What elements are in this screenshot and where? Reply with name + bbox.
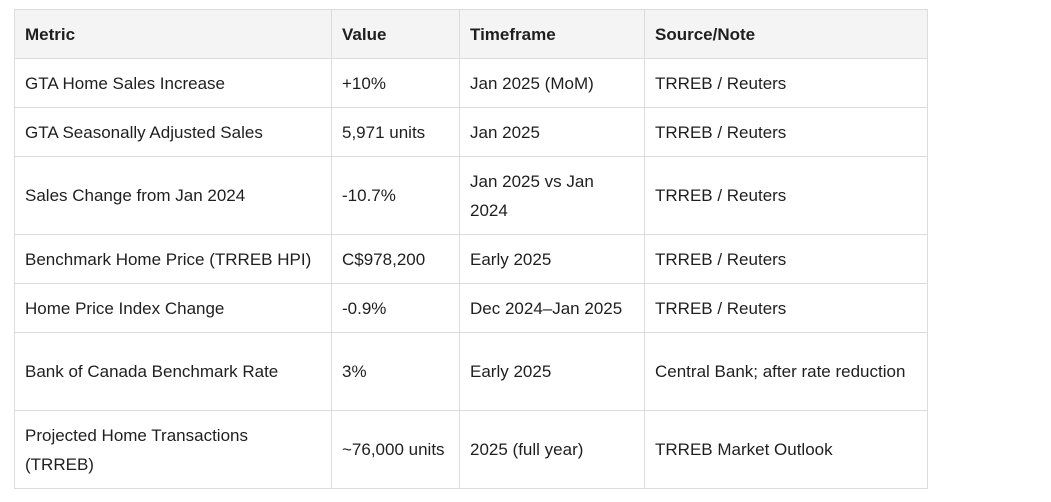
- cell-value: -10.7%: [331, 156, 460, 235]
- table-row: Benchmark Home Price (TRREB HPI) C$978,2…: [14, 234, 928, 284]
- table-row: Projected Home Transactions (TRREB) ~76,…: [14, 410, 928, 489]
- header-value: Value: [331, 9, 460, 59]
- cell-metric: Bank of Canada Benchmark Rate: [14, 332, 332, 411]
- cell-source: TRREB Market Outlook: [644, 410, 928, 489]
- cell-metric: GTA Seasonally Adjusted Sales: [14, 107, 332, 157]
- cell-value: C$978,200: [331, 234, 460, 284]
- cell-timeframe: Dec 2024–Jan 2025: [459, 283, 645, 333]
- table-row: Sales Change from Jan 2024 -10.7% Jan 20…: [14, 156, 928, 235]
- cell-source: Central Bank; after rate reduction: [644, 332, 928, 411]
- cell-metric: Benchmark Home Price (TRREB HPI): [14, 234, 332, 284]
- cell-timeframe: 2025 (full year): [459, 410, 645, 489]
- cell-value: +10%: [331, 58, 460, 108]
- cell-timeframe: Early 2025: [459, 332, 645, 411]
- cell-metric: Home Price Index Change: [14, 283, 332, 333]
- table-header-row: Metric Value Timeframe Source/Note: [14, 9, 928, 59]
- header-timeframe: Timeframe: [459, 9, 645, 59]
- cell-source: TRREB / Reuters: [644, 107, 928, 157]
- cell-metric: GTA Home Sales Increase: [14, 58, 332, 108]
- table-row: Bank of Canada Benchmark Rate 3% Early 2…: [14, 332, 928, 411]
- cell-timeframe: Jan 2025 vs Jan 2024: [459, 156, 645, 235]
- cell-timeframe: Early 2025: [459, 234, 645, 284]
- table-row: GTA Seasonally Adjusted Sales 5,971 unit…: [14, 107, 928, 157]
- data-table-container: Metric Value Timeframe Source/Note GTA H…: [14, 9, 928, 489]
- cell-value: 5,971 units: [331, 107, 460, 157]
- cell-value: ~76,000 units: [331, 410, 460, 489]
- table-row: Home Price Index Change -0.9% Dec 2024–J…: [14, 283, 928, 333]
- cell-metric: Projected Home Transactions (TRREB): [14, 410, 332, 489]
- metrics-table: Metric Value Timeframe Source/Note GTA H…: [14, 9, 928, 489]
- cell-source: TRREB / Reuters: [644, 156, 928, 235]
- cell-metric: Sales Change from Jan 2024: [14, 156, 332, 235]
- cell-source: TRREB / Reuters: [644, 58, 928, 108]
- cell-value: -0.9%: [331, 283, 460, 333]
- table-row: GTA Home Sales Increase +10% Jan 2025 (M…: [14, 58, 928, 108]
- header-source-note: Source/Note: [644, 9, 928, 59]
- cell-timeframe: Jan 2025 (MoM): [459, 58, 645, 108]
- cell-source: TRREB / Reuters: [644, 283, 928, 333]
- cell-timeframe: Jan 2025: [459, 107, 645, 157]
- cell-source: TRREB / Reuters: [644, 234, 928, 284]
- cell-value: 3%: [331, 332, 460, 411]
- header-metric: Metric: [14, 9, 332, 59]
